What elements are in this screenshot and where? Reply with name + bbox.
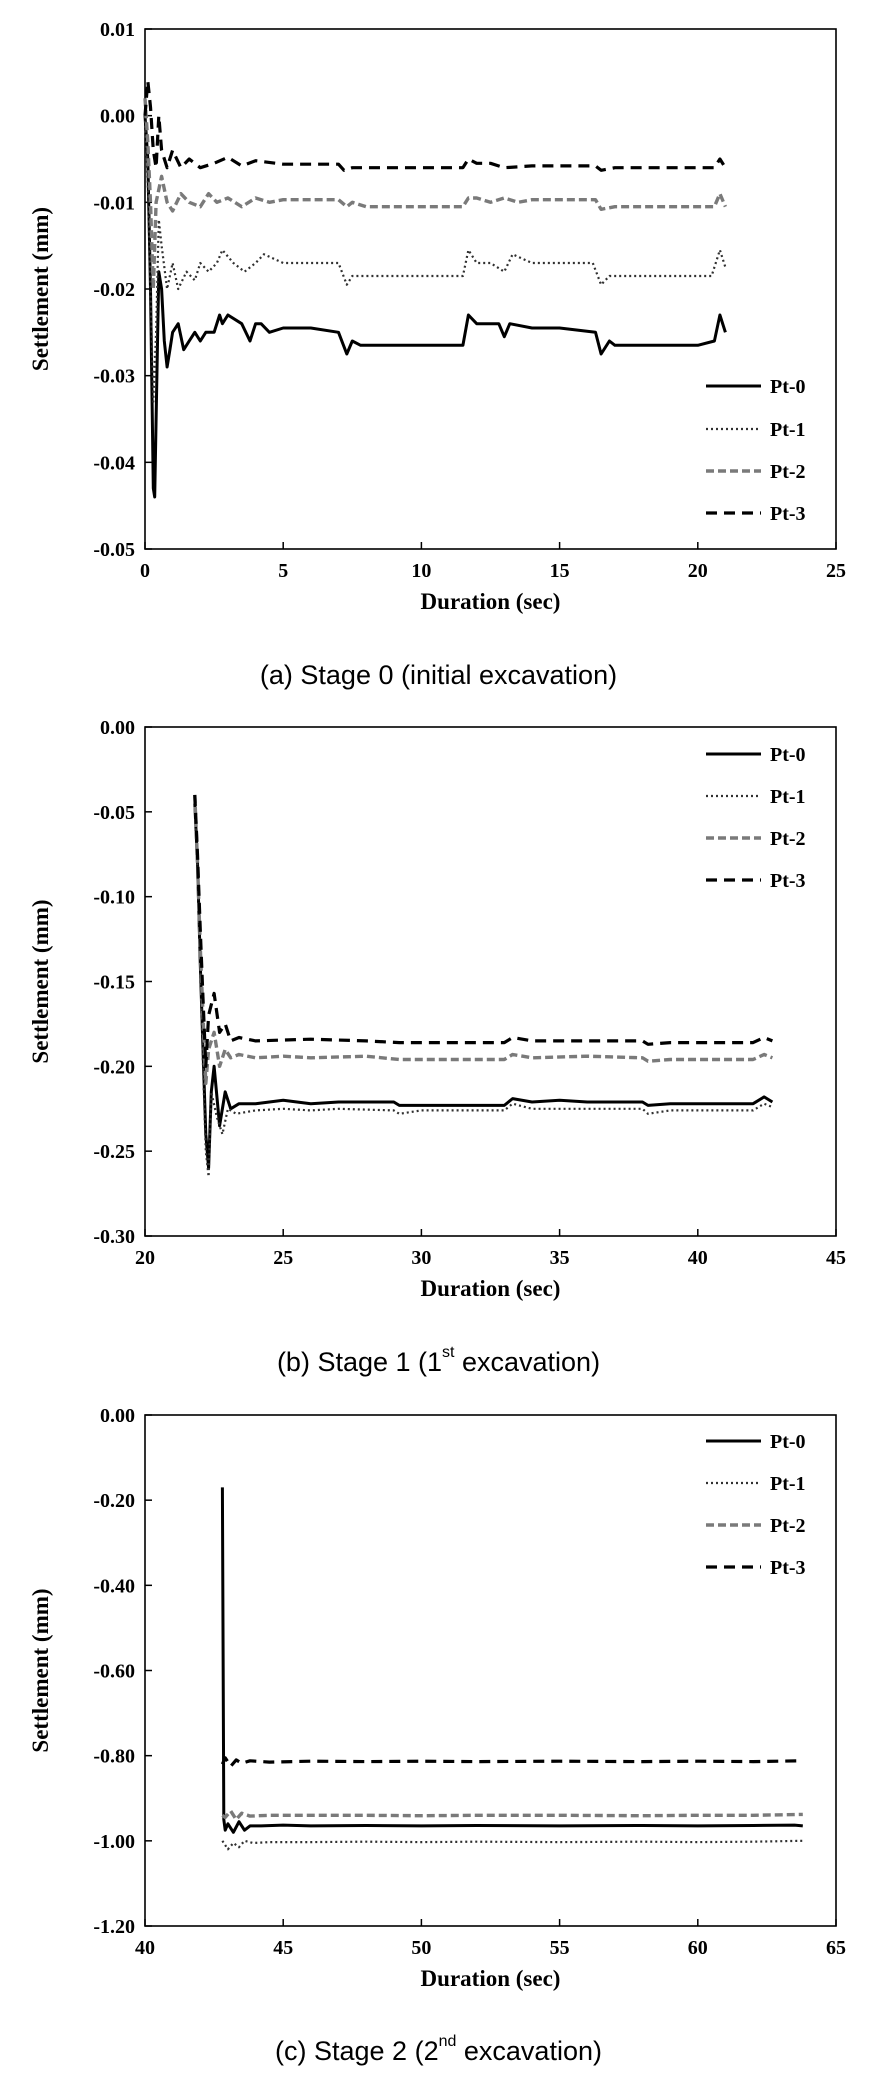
caption-b-tail: excavation)	[454, 1347, 601, 1377]
legend-label-pt-3: Pt-3	[770, 1557, 806, 1579]
x-tick-label: 0	[140, 560, 150, 582]
y-tick-label: -0.80	[93, 1746, 135, 1768]
y-tick-label: -0.03	[93, 366, 135, 388]
series-line-pt-1	[221, 1839, 803, 1851]
series-line-pt-3	[220, 1756, 803, 1768]
legend-label-pt-1: Pt-1	[770, 419, 806, 441]
caption-c: (c) Stage 2 (2nd excavation)	[0, 2033, 877, 2067]
legend-label-pt-2: Pt-2	[770, 1515, 806, 1537]
x-tick-label: 20	[688, 560, 708, 582]
legend-label-pt-0: Pt-0	[770, 376, 806, 398]
x-tick-label: 10	[411, 560, 431, 582]
x-tick-label: 50	[411, 1937, 431, 1959]
x-tick-label: 40	[135, 1937, 155, 1959]
legend-label-pt-2: Pt-2	[770, 461, 806, 483]
caption-b: (b) Stage 1 (1st excavation)	[0, 1344, 877, 1378]
x-tick-label: 25	[273, 1247, 293, 1269]
y-tick-label: -0.25	[93, 1141, 135, 1163]
series-line-pt-3	[143, 79, 727, 172]
plot-frame	[144, 1414, 837, 1927]
caption-b-sup: st	[442, 1344, 455, 1361]
legend-label-pt-1: Pt-1	[770, 786, 806, 808]
x-axis-title: Duration (sec)	[421, 589, 561, 614]
caption-b-text: (b) Stage 1 (1	[276, 1347, 443, 1377]
legend-label-pt-0: Pt-0	[770, 744, 806, 766]
y-tick-label: 0.00	[100, 717, 135, 739]
y-axis-title: Settlement (mm)	[28, 899, 53, 1063]
legend-label-pt-2: Pt-2	[770, 828, 806, 850]
y-tick-label: 0.00	[100, 1405, 135, 1427]
x-tick-label: 20	[135, 1247, 155, 1269]
chart-a: 0.01 0.00 -0.01 -0.02 -0.03 -0.04 -0.050 5 10 15 2…	[28, 19, 846, 614]
y-tick-label: -0.05	[93, 539, 135, 561]
plot-frame	[144, 726, 837, 1237]
caption-a: (a) Stage 0 (initial excavation)	[0, 660, 877, 691]
series-line-pt-2	[143, 98, 727, 291]
x-axis-title: Duration (sec)	[421, 1966, 561, 1991]
series-line-pt-1	[193, 803, 773, 1178]
series-line-pt-1	[143, 115, 727, 403]
caption-a-text: (a) Stage 0 (initial excavation)	[259, 660, 618, 690]
y-axis-title: Settlement (mm)	[28, 207, 53, 371]
y-tick-label: -0.10	[93, 887, 135, 909]
y-tick-label: -0.60	[93, 1661, 135, 1683]
x-tick-label: 30	[411, 1247, 431, 1269]
caption-c-sup: nd	[438, 2033, 457, 2050]
x-tick-label: 25	[826, 560, 846, 582]
x-tick-label: 60	[688, 1937, 708, 1959]
legend-label-pt-0: Pt-0	[770, 1431, 806, 1453]
legend-label-pt-3: Pt-3	[770, 870, 806, 892]
x-tick-label: 35	[550, 1247, 570, 1269]
x-tick-label: 45	[826, 1247, 846, 1269]
y-tick-label: -0.15	[93, 972, 135, 994]
y-tick-label: -0.02	[93, 279, 135, 301]
x-tick-label: 55	[550, 1937, 570, 1959]
series-line-pt-0	[143, 115, 727, 499]
y-tick-label: -0.30	[93, 1226, 135, 1248]
series-line-pt-2	[193, 794, 774, 1085]
x-tick-label: 15	[550, 560, 570, 582]
legend-label-pt-3: Pt-3	[770, 503, 806, 525]
caption-c-text: (c) Stage 2 (2	[275, 2036, 439, 2066]
y-tick-label: -0.20	[93, 1056, 135, 1078]
caption-c-tail: excavation)	[456, 2036, 602, 2066]
y-tick-label: -0.40	[93, 1575, 135, 1597]
y-tick-label: -1.20	[93, 1916, 135, 1938]
series-line-pt-0	[193, 803, 774, 1170]
y-tick-label: 0.01	[100, 19, 135, 41]
series-line-pt-3	[193, 794, 774, 1068]
y-tick-label: 0.00	[100, 106, 135, 128]
x-tick-label: 45	[273, 1937, 293, 1959]
y-tick-label: -0.01	[93, 192, 135, 214]
y-tick-label: -0.05	[93, 802, 135, 824]
y-axis-title: Settlement (mm)	[28, 1588, 53, 1752]
y-tick-label: -0.20	[93, 1490, 135, 1512]
y-tick-label: -0.04	[93, 452, 135, 474]
legend-label-pt-1: Pt-1	[770, 1473, 806, 1495]
y-tick-label: -1.00	[93, 1831, 135, 1853]
x-tick-label: 40	[688, 1247, 708, 1269]
x-tick-label: 65	[826, 1937, 846, 1959]
series-line-pt-2	[221, 1809, 803, 1822]
x-tick-label: 5	[278, 560, 288, 582]
series-line-pt-0	[220, 1487, 803, 1834]
x-axis-title: Duration (sec)	[421, 1276, 561, 1301]
